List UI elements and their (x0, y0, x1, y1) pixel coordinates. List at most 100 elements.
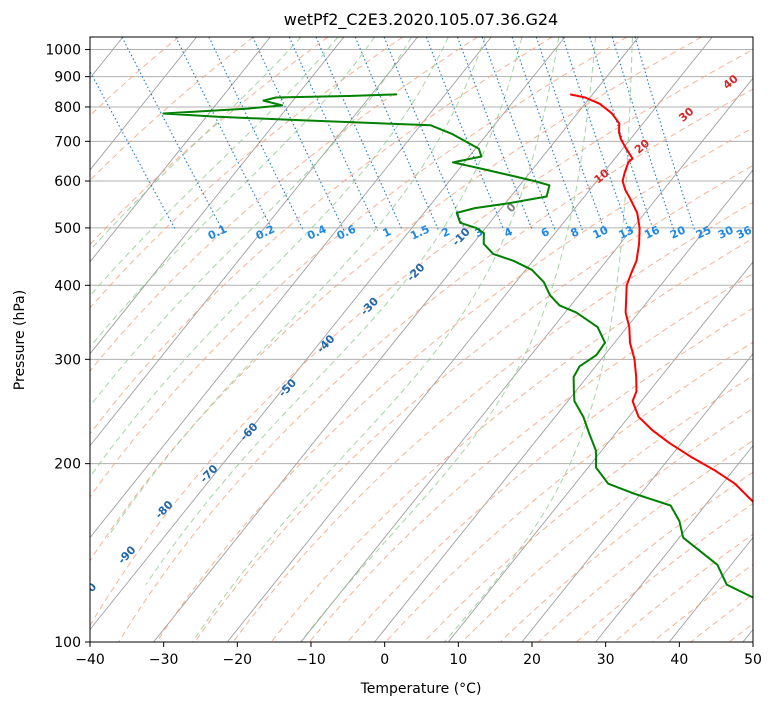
mixing-ratio-label: 20 (668, 223, 688, 241)
isotherm-line (447, 261, 753, 642)
mixing-ratio-line (315, 37, 404, 231)
mixing-ratio-line (481, 37, 556, 231)
isotherm-line (374, 169, 753, 642)
plot-frame (89, 36, 754, 643)
mixing-ratio-label: 10 (591, 223, 611, 241)
y-tick-label: 100 (54, 635, 81, 651)
mixing-ratio-label: 0.6 (335, 222, 358, 242)
mixing-ratio-label: 0.1 (206, 223, 229, 243)
dry-adiabat-label: 20 (632, 136, 652, 156)
dry-adiabat-line (90, 37, 553, 435)
mixing-ratio-label: 1 (381, 225, 393, 240)
dry-adiabat-line (156, 127, 753, 642)
x-tick-label: 20 (523, 652, 541, 668)
mixing-ratio-line (535, 37, 606, 231)
moist-adiabat-line (90, 37, 302, 252)
mixing-ratio-line (383, 37, 466, 231)
dry-adiabat-label: 30 (676, 105, 696, 125)
isotherm-line (300, 77, 753, 642)
dry-adiabat-line (614, 533, 753, 642)
dry-adiabat-line (652, 563, 753, 642)
isotherm-label: -30 (358, 295, 381, 319)
dry-adiabat-line (728, 623, 753, 642)
dry-adiabat-line (90, 37, 478, 372)
isotherm-label: -80 (153, 498, 176, 522)
mixing-ratio-label: 1.5 (408, 223, 431, 243)
isotherm-label: -90 (115, 543, 138, 567)
dry-adiabat-line (309, 272, 753, 642)
x-tick-label: −30 (149, 652, 179, 668)
y-axis: 100 200 300 400 500 600 700 800 900 1000 (45, 43, 90, 651)
mixing-ratio-label: 25 (694, 223, 713, 241)
dry-adiabat-line (232, 201, 753, 642)
dry-adiabat-line (90, 37, 628, 498)
dry-adiabat-line (461, 407, 753, 642)
isotherm-label: -10 (450, 225, 473, 249)
dry-adiabat-line (499, 439, 753, 642)
x-tick-label: −10 (296, 652, 326, 668)
temperature-profile-line (569, 93, 753, 504)
dry-adiabat-line (270, 237, 753, 642)
dry-adiabat-line (90, 48, 753, 627)
mixing-ratio-line (90, 70, 177, 231)
x-tick-label: 40 (670, 652, 688, 668)
mixing-ratio-label: 8 (569, 225, 581, 240)
y-tick-label: 600 (54, 174, 81, 190)
y-tick-label: 700 (54, 134, 81, 150)
isotherm-label: -20 (404, 260, 427, 284)
mixing-ratio-line (121, 37, 224, 231)
dry-adiabat-line (767, 37, 775, 642)
mixing-ratio-line (634, 37, 696, 231)
dry-adiabat-line (385, 341, 753, 642)
y-tick-label: 900 (54, 70, 81, 86)
x-axis: −40 −30 −20 −10 0 10 20 30 40 50 (75, 642, 762, 668)
mixing-ratio-line (354, 37, 440, 231)
dry-adiabat-line (90, 37, 404, 309)
mixing-ratio-line (175, 37, 274, 231)
moist-adiabat-line (90, 37, 412, 407)
moist-adiabat-line (106, 37, 486, 538)
mixing-ratio-label: 30 (716, 223, 736, 241)
moist-adiabat-line (90, 37, 375, 348)
dry-adiabat-line (347, 307, 753, 642)
y-tick-label: 400 (54, 278, 81, 294)
isotherm-line (90, 37, 197, 171)
x-tick-label: 0 (380, 652, 389, 668)
mixing-ratio-line (589, 37, 655, 231)
isotherm-line (521, 353, 753, 642)
moist-adiabat-line (90, 37, 449, 478)
moist-adiabat-line (145, 37, 523, 585)
isotherm-line (90, 37, 492, 539)
chart-title: wetPf2_C2E3.2020.105.07.36.G24 (284, 10, 558, 30)
mixing-ratio-label: 6 (539, 225, 552, 240)
isotherm-line (90, 37, 271, 263)
mixing-ratio-label: 16 (642, 223, 662, 241)
dry-adiabat-label: 40 (721, 72, 741, 92)
dry-adiabat-line (690, 593, 753, 642)
y-tick-label: 300 (54, 352, 81, 368)
mixing-ratio-line (611, 37, 675, 231)
y-axis-label: Pressure (hPa) (12, 290, 28, 390)
dry-adiabat-line (576, 502, 753, 642)
dry-adiabat-line (423, 374, 753, 642)
isotherm-line (226, 37, 713, 642)
isotherm-line (595, 444, 753, 642)
dry-adiabat-line (90, 37, 702, 562)
mixing-ratio-line (425, 37, 505, 231)
mixing-ratio-label: 0.4 (305, 222, 328, 242)
mixing-ratio-line (288, 37, 379, 231)
isotherm-label: -100 (71, 580, 100, 609)
isotherm-line (668, 536, 753, 642)
mixing-ratio-label: 36 (734, 223, 754, 241)
plot-area: 0.1 0.2 0.4 0.6 1 1.5 2 3 4 6 8 10 13 16 20 25 30 36-100-… (71, 37, 775, 642)
x-tick-label: 30 (597, 652, 615, 668)
isotherm-label: -60 (237, 420, 260, 444)
x-tick-label: 10 (449, 652, 467, 668)
isotherm-line (90, 37, 566, 631)
mixing-ratio-label: 13 (617, 223, 636, 241)
dry-adiabat-line (537, 471, 753, 642)
mixing-ratio-label: 4 (502, 225, 515, 240)
moist-adiabat-line (90, 37, 339, 297)
isotherm-line (90, 37, 418, 447)
